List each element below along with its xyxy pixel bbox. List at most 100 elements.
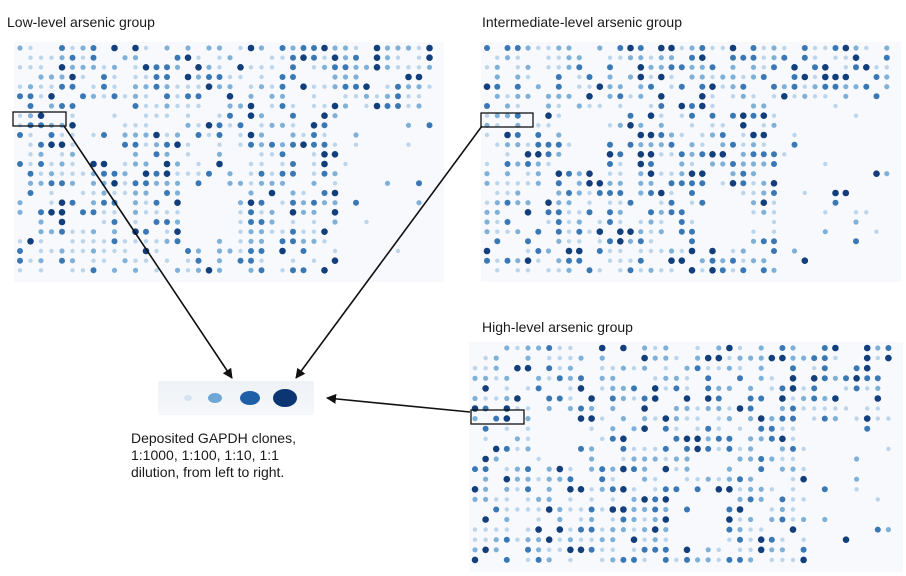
array-spot xyxy=(322,132,327,138)
array-spot xyxy=(427,84,432,89)
array-spot xyxy=(133,65,138,70)
array-spot xyxy=(503,445,510,452)
array-spot xyxy=(216,238,223,244)
array-spot xyxy=(760,112,768,119)
array-spot xyxy=(195,257,202,264)
array-spot xyxy=(568,557,573,563)
array-spot xyxy=(227,112,233,119)
array-spot xyxy=(726,435,733,442)
array-spot xyxy=(70,142,75,147)
array-spot xyxy=(280,55,285,60)
array-spot xyxy=(716,557,721,563)
array-spot xyxy=(515,258,521,264)
array-spot xyxy=(311,45,317,51)
array-spot xyxy=(290,228,296,235)
array-spot xyxy=(673,375,679,381)
array-spot xyxy=(730,141,736,148)
array-spot xyxy=(737,476,743,483)
array-spot xyxy=(709,247,716,255)
array-spot xyxy=(779,435,786,443)
array-spot xyxy=(631,446,637,452)
array-spot xyxy=(884,65,889,70)
array-spot xyxy=(566,219,572,225)
array-spot xyxy=(874,395,882,402)
array-spot xyxy=(747,395,754,402)
array-spot xyxy=(111,180,118,187)
array-spot xyxy=(627,238,634,244)
array-spot xyxy=(495,181,500,186)
array-spot xyxy=(185,171,191,176)
gapdh-caption: Deposited GAPDH clones, 1:1000, 1:100, 1… xyxy=(131,430,351,481)
array-spot xyxy=(884,171,890,177)
array-spot xyxy=(248,161,254,167)
array-spot xyxy=(679,171,685,177)
array-spot xyxy=(663,366,668,371)
array-spot xyxy=(331,189,339,197)
array-spot xyxy=(164,103,170,109)
array-spot xyxy=(525,268,531,273)
array-spot xyxy=(248,267,254,273)
array-spot xyxy=(618,200,623,205)
array-spot xyxy=(726,445,733,452)
array-spot xyxy=(28,45,33,51)
array-spot xyxy=(415,73,423,81)
array-spot xyxy=(525,93,531,99)
array-spot xyxy=(638,55,644,61)
array-spot xyxy=(175,84,180,89)
array-spot xyxy=(557,345,562,351)
array-spot xyxy=(311,229,317,234)
array-spot xyxy=(483,366,488,371)
array-spot xyxy=(101,239,107,244)
array-spot xyxy=(790,365,796,372)
array-spot xyxy=(789,375,797,382)
array-spot xyxy=(568,386,573,391)
array-spot xyxy=(227,248,233,254)
array-spot xyxy=(269,65,275,70)
array-spot xyxy=(38,180,44,186)
high-array-image xyxy=(469,342,903,572)
array-spot xyxy=(653,345,658,351)
array-spot xyxy=(699,45,706,51)
array-spot xyxy=(652,355,658,361)
array-spot xyxy=(58,218,66,226)
array-spot xyxy=(821,375,828,382)
array-spot xyxy=(227,123,233,128)
array-spot xyxy=(607,123,613,128)
array-spot xyxy=(28,258,33,263)
array-spot xyxy=(726,365,732,371)
array-spot xyxy=(627,122,634,129)
array-spot xyxy=(842,73,850,81)
array-spot xyxy=(185,122,191,128)
array-spot xyxy=(535,556,542,563)
array-spot xyxy=(737,426,743,431)
array-spot xyxy=(853,64,859,71)
array-spot xyxy=(652,506,659,513)
array-spot xyxy=(525,546,531,553)
array-spot xyxy=(237,64,244,71)
array-spot xyxy=(694,435,701,443)
array-spot xyxy=(748,355,754,361)
array-spot xyxy=(311,103,317,109)
array-spot xyxy=(70,113,75,118)
array-spot xyxy=(694,486,701,493)
array-spot xyxy=(504,131,511,139)
array-spot xyxy=(596,180,604,187)
array-spot xyxy=(49,190,54,196)
array-spot xyxy=(174,54,181,61)
array-spot xyxy=(70,45,75,51)
array-spot xyxy=(600,527,605,532)
array-spot xyxy=(800,475,807,483)
array-spot xyxy=(663,375,669,381)
array-spot xyxy=(364,103,369,109)
array-spot xyxy=(790,426,796,431)
array-spot xyxy=(662,556,669,563)
array-spot xyxy=(503,405,511,412)
array-spot xyxy=(226,93,234,100)
array-spot xyxy=(653,376,658,381)
array-spot xyxy=(493,537,499,543)
array-spot xyxy=(405,122,412,128)
array-spot xyxy=(525,416,531,422)
array-spot xyxy=(321,267,328,274)
array-spot xyxy=(535,141,542,148)
array-spot xyxy=(647,112,655,119)
